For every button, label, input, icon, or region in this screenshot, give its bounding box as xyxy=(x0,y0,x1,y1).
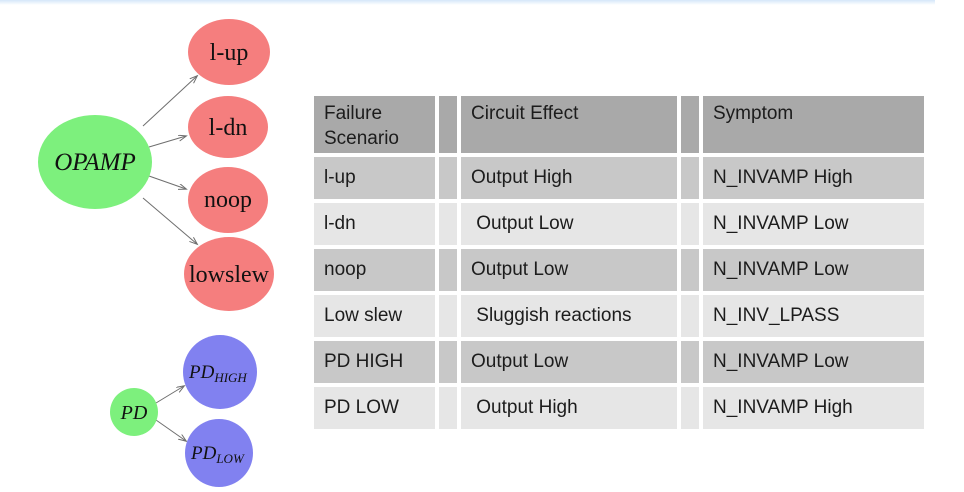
cell-scenario: l-up xyxy=(314,157,435,199)
pdlow-subscript: LOW xyxy=(215,451,245,466)
cell-effect: Sluggish reactions xyxy=(461,295,677,337)
node-lowslew-label: lowslew xyxy=(189,262,270,288)
node-pdhigh-label: PDHIGH xyxy=(188,362,247,385)
cell-effect: Output Low xyxy=(461,341,677,383)
edge-opamp-lowslew-arrow xyxy=(142,197,197,244)
edge-opamp-lup-arrow xyxy=(142,76,197,127)
node-pdhigh-circle xyxy=(183,335,257,409)
table-gap-cell xyxy=(439,387,457,429)
table-gap-cell xyxy=(439,203,457,245)
cell-symptom: N_INVAMP High xyxy=(703,157,924,199)
node-noop-ellipse xyxy=(188,167,268,233)
cell-scenario: Low slew xyxy=(314,295,435,337)
node-pdlow-circle xyxy=(185,419,253,487)
table-gap-cell xyxy=(439,341,457,383)
table-gap-cell xyxy=(681,249,699,291)
table-gap-cell xyxy=(681,295,699,337)
edge-pd-pdhigh-arrow xyxy=(155,386,184,404)
header-circuit-effect: Circuit Effect xyxy=(461,96,677,153)
cell-effect: Output Low xyxy=(461,249,677,291)
cell-effect: Output Low xyxy=(461,203,677,245)
node-lup-label: l-up xyxy=(210,40,249,66)
table-gap-cell xyxy=(681,387,699,429)
cell-symptom: N_INVAMP Low xyxy=(703,203,924,245)
cell-scenario: noop xyxy=(314,249,435,291)
node-pdlow-label: PDLOW xyxy=(190,443,245,466)
cell-symptom: N_INVAMP Low xyxy=(703,249,924,291)
node-lowslew-ellipse xyxy=(184,237,274,311)
table-gap-cell xyxy=(439,295,457,337)
cell-scenario: PD LOW xyxy=(314,387,435,429)
table-gap-cell xyxy=(439,96,457,153)
edge-pd-pdlow-arrow xyxy=(155,419,186,441)
cell-scenario: l-dn xyxy=(314,203,435,245)
header-failure-scenario: Failure Scenario xyxy=(314,96,435,153)
table-gap-cell xyxy=(681,341,699,383)
pdhigh-subscript: HIGH xyxy=(213,370,247,385)
node-noop-label: noop xyxy=(204,187,252,213)
table-gap-cell xyxy=(681,157,699,199)
cell-symptom: N_INVAMP High xyxy=(703,387,924,429)
table-gap-cell xyxy=(681,96,699,153)
edge-opamp-ldn-arrow xyxy=(148,136,186,148)
cell-symptom: N_INVAMP Low xyxy=(703,341,924,383)
fault-tree-diagram: OPAMP l-up l-dn noop lowslew PD PDHIGH P… xyxy=(38,19,274,487)
header-symptom: Symptom xyxy=(703,96,924,153)
node-lup-ellipse xyxy=(188,19,270,85)
pdlow-base: PD xyxy=(190,443,217,464)
cell-scenario: PD HIGH xyxy=(314,341,435,383)
window-top-edge xyxy=(0,0,935,5)
cell-effect: Output High xyxy=(461,157,677,199)
node-ldn-ellipse xyxy=(188,96,268,158)
edge-opamp-noop-arrow xyxy=(148,175,186,189)
node-pd-circle xyxy=(110,388,158,436)
table-gap-cell xyxy=(439,157,457,199)
table-gap-cell xyxy=(439,249,457,291)
node-opamp-label: OPAMP xyxy=(54,149,135,176)
node-ldn-label: l-dn xyxy=(209,115,248,141)
table-gap-cell xyxy=(681,203,699,245)
cell-effect: Output High xyxy=(461,387,677,429)
cell-symptom: N_INV_LPASS xyxy=(703,295,924,337)
node-pd-label: PD xyxy=(120,402,148,424)
failure-scenario-table: Failure Scenario Circuit Effect Symptom … xyxy=(314,96,924,429)
pdhigh-base: PD xyxy=(188,362,215,383)
node-opamp-ellipse xyxy=(38,115,152,209)
